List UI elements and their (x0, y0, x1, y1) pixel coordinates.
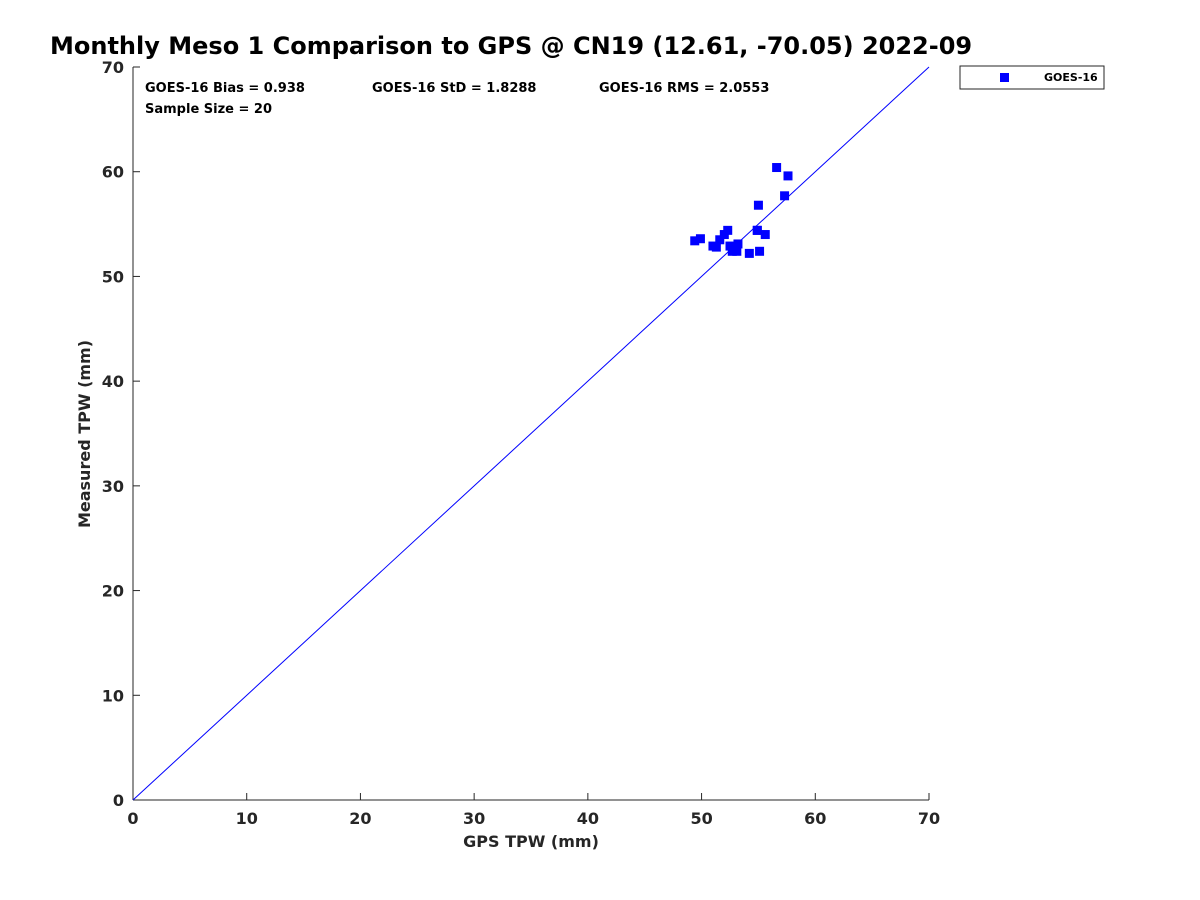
data-point (780, 191, 790, 201)
x-ticks: 0 10 20 30 40 50 60 70 (127, 793, 940, 828)
data-point (723, 225, 733, 235)
legend-label: GOES-16 (1044, 71, 1098, 84)
y-tick-label: 30 (102, 477, 124, 496)
data-point (690, 236, 700, 246)
y-tick-label: 10 (102, 686, 124, 705)
data-point (711, 242, 721, 252)
data-point (752, 225, 762, 235)
data-point (732, 246, 742, 256)
x-tick-label: 30 (463, 809, 485, 828)
x-axis-label: GPS TPW (mm) (463, 832, 599, 851)
data-point (744, 248, 754, 258)
data-point (753, 200, 763, 210)
sample-size-annotation: Sample Size = 20 (145, 102, 272, 117)
bias-annotation: GOES-16 Bias = 0.938 (145, 81, 305, 96)
x-tick-label: 60 (804, 809, 826, 828)
y-tick-label: 60 (102, 163, 124, 182)
legend: GOES-16 (959, 65, 1105, 90)
x-tick-label: 20 (349, 809, 371, 828)
y-tick-label: 50 (102, 267, 124, 286)
x-tick-label: 70 (918, 809, 940, 828)
x-tick-label: 10 (236, 809, 258, 828)
goes16-points (690, 163, 793, 258)
y-tick-label: 70 (102, 58, 124, 77)
plot-area: 0 10 20 30 40 50 60 70 0 10 20 30 40 50 60 70 (102, 58, 940, 828)
legend-box (959, 65, 1105, 90)
y-tick-label: 40 (102, 372, 124, 391)
data-point (733, 239, 743, 249)
legend-marker (1000, 73, 1009, 82)
one-to-one-reference-line (132, 66, 930, 801)
data-point (715, 235, 725, 245)
rms-annotation: GOES-16 RMS = 2.0553 (599, 81, 769, 96)
std-annotation: GOES-16 StD = 1.8288 (372, 81, 536, 96)
chart-title: Monthly Meso 1 Comparison to GPS @ CN19 … (50, 32, 972, 60)
y-tick-label: 0 (113, 791, 124, 810)
data-point (772, 163, 782, 173)
data-point (755, 246, 765, 256)
x-tick-label: 40 (577, 809, 599, 828)
data-point (727, 246, 737, 256)
y-axis-label: Measured TPW (mm) (75, 340, 94, 528)
y-ticks: 0 10 20 30 40 50 60 70 (102, 58, 140, 810)
x-tick-label: 50 (690, 809, 712, 828)
data-point (725, 241, 735, 251)
data-point (695, 234, 705, 244)
x-tick-label: 0 (127, 809, 138, 828)
y-tick-label: 20 (102, 582, 124, 601)
data-point (783, 171, 793, 181)
data-point (760, 230, 770, 240)
